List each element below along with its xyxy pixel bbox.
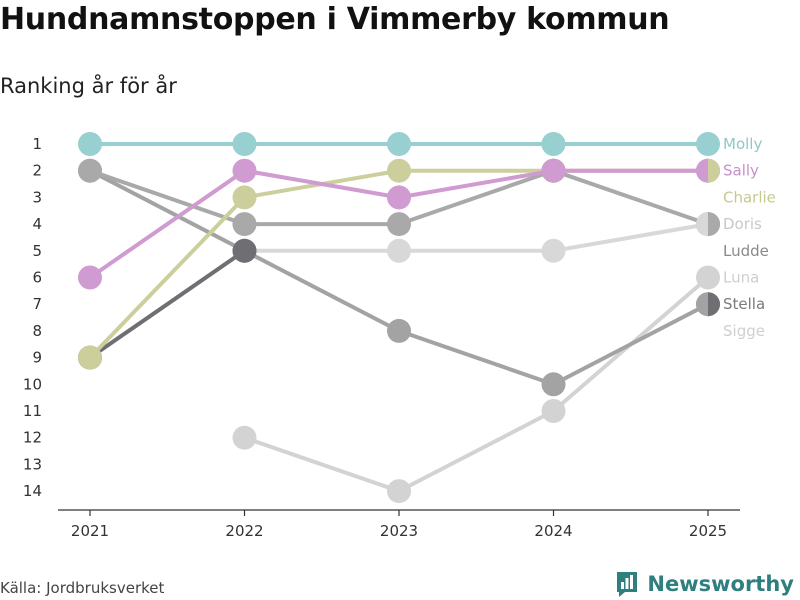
series-line-sally (88, 168, 247, 280)
point-luna (387, 479, 411, 504)
end-label-molly: Molly (723, 135, 762, 153)
point-stella (232, 238, 257, 263)
point-ludde (387, 318, 411, 343)
chart-title: Hundnamnstoppen i Vimmerby kommun (0, 2, 670, 37)
end-labels: Molly Sally Charlie Doris Ludde Luna Stella Sig… (723, 135, 776, 340)
point-charlie (387, 158, 411, 183)
series-lines (88, 142, 710, 494)
split-point-left (696, 212, 708, 237)
point-doris (387, 212, 411, 237)
series-line-luna (397, 409, 556, 494)
y-tick-label: 12 (23, 429, 42, 447)
point-sally (541, 158, 566, 183)
series-line-luna (242, 435, 401, 494)
point-sigge (541, 238, 566, 263)
point-charlie (232, 185, 257, 210)
y-tick-label: 3 (32, 188, 42, 206)
x-axis: 2021 2022 2023 2024 2025 (58, 509, 740, 540)
end-label-stella: Stella (723, 295, 765, 313)
y-tick-label: 14 (23, 482, 42, 500)
series-line-doris (397, 168, 556, 227)
y-tick-label: 13 (23, 455, 42, 473)
x-tick-label: 2021 (71, 522, 109, 540)
x-tick-label: 2025 (689, 522, 727, 540)
split-point-right (708, 212, 720, 237)
point-doris (78, 158, 102, 183)
point-sally (387, 185, 411, 210)
point-doris (232, 212, 257, 237)
end-label-sally: Sally (723, 162, 759, 180)
point-sally (232, 158, 257, 183)
series-line-sigge (551, 222, 710, 253)
point-charlie (78, 345, 102, 370)
y-tick-label: 4 (32, 215, 42, 233)
x-tick-label: 2023 (380, 522, 418, 540)
y-tick-label: 6 (32, 269, 42, 287)
series-line-doris (551, 168, 710, 227)
series-points (78, 132, 720, 504)
end-label-charlie: Charlie (723, 188, 776, 206)
series-line-ludde (397, 328, 556, 387)
y-tick-label: 2 (32, 162, 42, 180)
series-line-charlie (88, 195, 247, 360)
x-tick-label: 2022 (225, 522, 263, 540)
end-label-luna: Luna (723, 269, 759, 287)
y-tick-label: 8 (32, 322, 42, 340)
y-tick-label: 1 (32, 135, 42, 153)
newsworthy-logo: Newsworthy (615, 570, 794, 598)
x-tick-label: 2024 (534, 522, 572, 540)
point-molly (696, 132, 720, 156)
series-line-stella (88, 248, 247, 360)
series-line-ludde (551, 302, 710, 387)
newsworthy-icon (617, 572, 638, 597)
split-point-left (696, 158, 708, 183)
split-point-right (708, 158, 720, 183)
split-point-right (708, 292, 720, 317)
end-label-sigge: Sigge (723, 322, 765, 340)
point-sigge (387, 238, 411, 263)
point-sally (78, 265, 102, 290)
series-line-ludde (88, 168, 247, 253)
end-label-doris: Doris (723, 215, 762, 233)
point-luna (696, 265, 720, 290)
y-tick-label: 11 (23, 402, 42, 420)
y-tick-label: 7 (32, 295, 42, 313)
chart-subtitle: Ranking år för år (0, 74, 177, 98)
y-tick-label: 10 (23, 375, 42, 393)
point-molly (78, 132, 102, 156)
point-molly (541, 132, 566, 156)
series-line-sally (242, 168, 401, 200)
series-line-sally (397, 168, 556, 200)
split-point-left (696, 292, 708, 317)
point-luna (232, 425, 257, 450)
series-line-doris (88, 168, 247, 227)
point-ludde (541, 372, 566, 397)
end-label-ludde: Ludde (723, 242, 769, 260)
point-molly (232, 132, 257, 156)
series-line-ludde (242, 248, 401, 333)
brand-name: Newsworthy (647, 572, 794, 596)
point-molly (387, 132, 411, 156)
point-luna (541, 399, 566, 423)
y-tick-label: 9 (32, 349, 42, 367)
y-tick-label: 5 (32, 242, 42, 260)
source-note: Källa: Jordbruksverket (0, 579, 165, 597)
